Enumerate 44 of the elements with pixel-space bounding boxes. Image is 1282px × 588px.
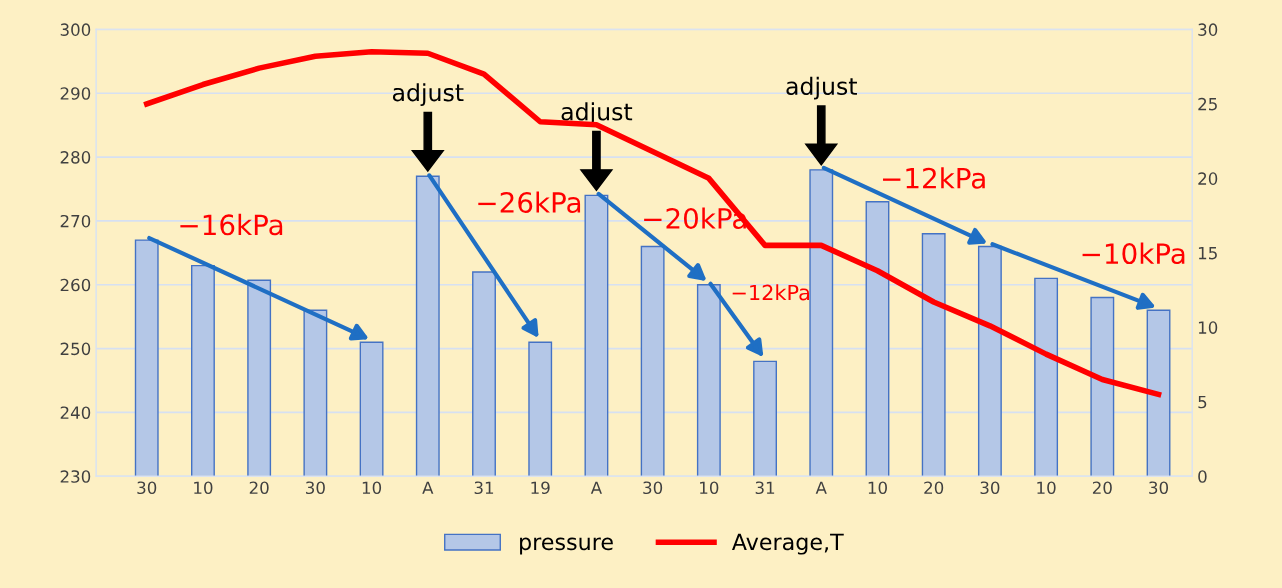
- y-tick-label: 290: [60, 87, 91, 100]
- x-tick-label: 30: [306, 481, 325, 495]
- annotation: adjust: [786, 76, 857, 100]
- y-tick-label: 280: [60, 151, 91, 164]
- y-tick-label: 250: [60, 342, 91, 356]
- x-tick-label: A: [590, 481, 602, 494]
- annotation: adjust: [392, 83, 464, 107]
- annotation: −10kPa: [1082, 242, 1185, 265]
- x-tick-label: 20: [249, 481, 269, 495]
- y2-tick-label: 15: [1198, 247, 1217, 260]
- annotation: −12kPa: [883, 167, 985, 189]
- y-tick-label: 300: [60, 23, 91, 36]
- annotation: adjust: [561, 102, 633, 126]
- x-tick-label: 10: [362, 481, 382, 495]
- legend-label: pressure: [520, 537, 613, 555]
- x-tick-label: 30: [137, 481, 157, 495]
- y-tick-label: 270: [60, 214, 91, 228]
- x-tick-label: 10: [194, 481, 213, 495]
- x-tick-label: 10: [1037, 481, 1056, 495]
- y2-tick-label: 10: [1198, 321, 1218, 334]
- x-tick-label: A: [815, 481, 827, 494]
- annotation: −16kPa: [180, 213, 283, 236]
- y2-tick-label: 5: [1198, 395, 1207, 409]
- x-tick-label: 20: [924, 481, 944, 495]
- y2-tick-label: 25: [1198, 97, 1217, 111]
- x-tick-label: 31: [755, 481, 775, 495]
- y-tick-label: 240: [60, 406, 91, 420]
- x-tick-label: 20: [1092, 481, 1112, 495]
- x-tick-label: 30: [643, 481, 663, 495]
- x-tick-label: 10: [868, 481, 887, 495]
- x-tick-label: 31: [474, 481, 494, 495]
- y2-tick-label: 0: [1198, 470, 1207, 483]
- y2-tick-label: 30: [1198, 23, 1218, 36]
- annotation: −12kPa: [732, 284, 809, 301]
- x-tick-label: A: [422, 481, 434, 494]
- x-tick-label: 10: [700, 481, 719, 495]
- x-tick-label: 30: [1149, 481, 1169, 495]
- y-tick-label: 260: [60, 278, 91, 292]
- annotation: −26kPa: [478, 191, 581, 214]
- legend-label: Average,T: [731, 533, 844, 555]
- x-tick-label: 30: [980, 481, 1000, 495]
- x-tick-label: 19: [531, 481, 550, 495]
- y2-tick-label: 20: [1198, 172, 1218, 185]
- y-tick-label: 230: [60, 470, 91, 483]
